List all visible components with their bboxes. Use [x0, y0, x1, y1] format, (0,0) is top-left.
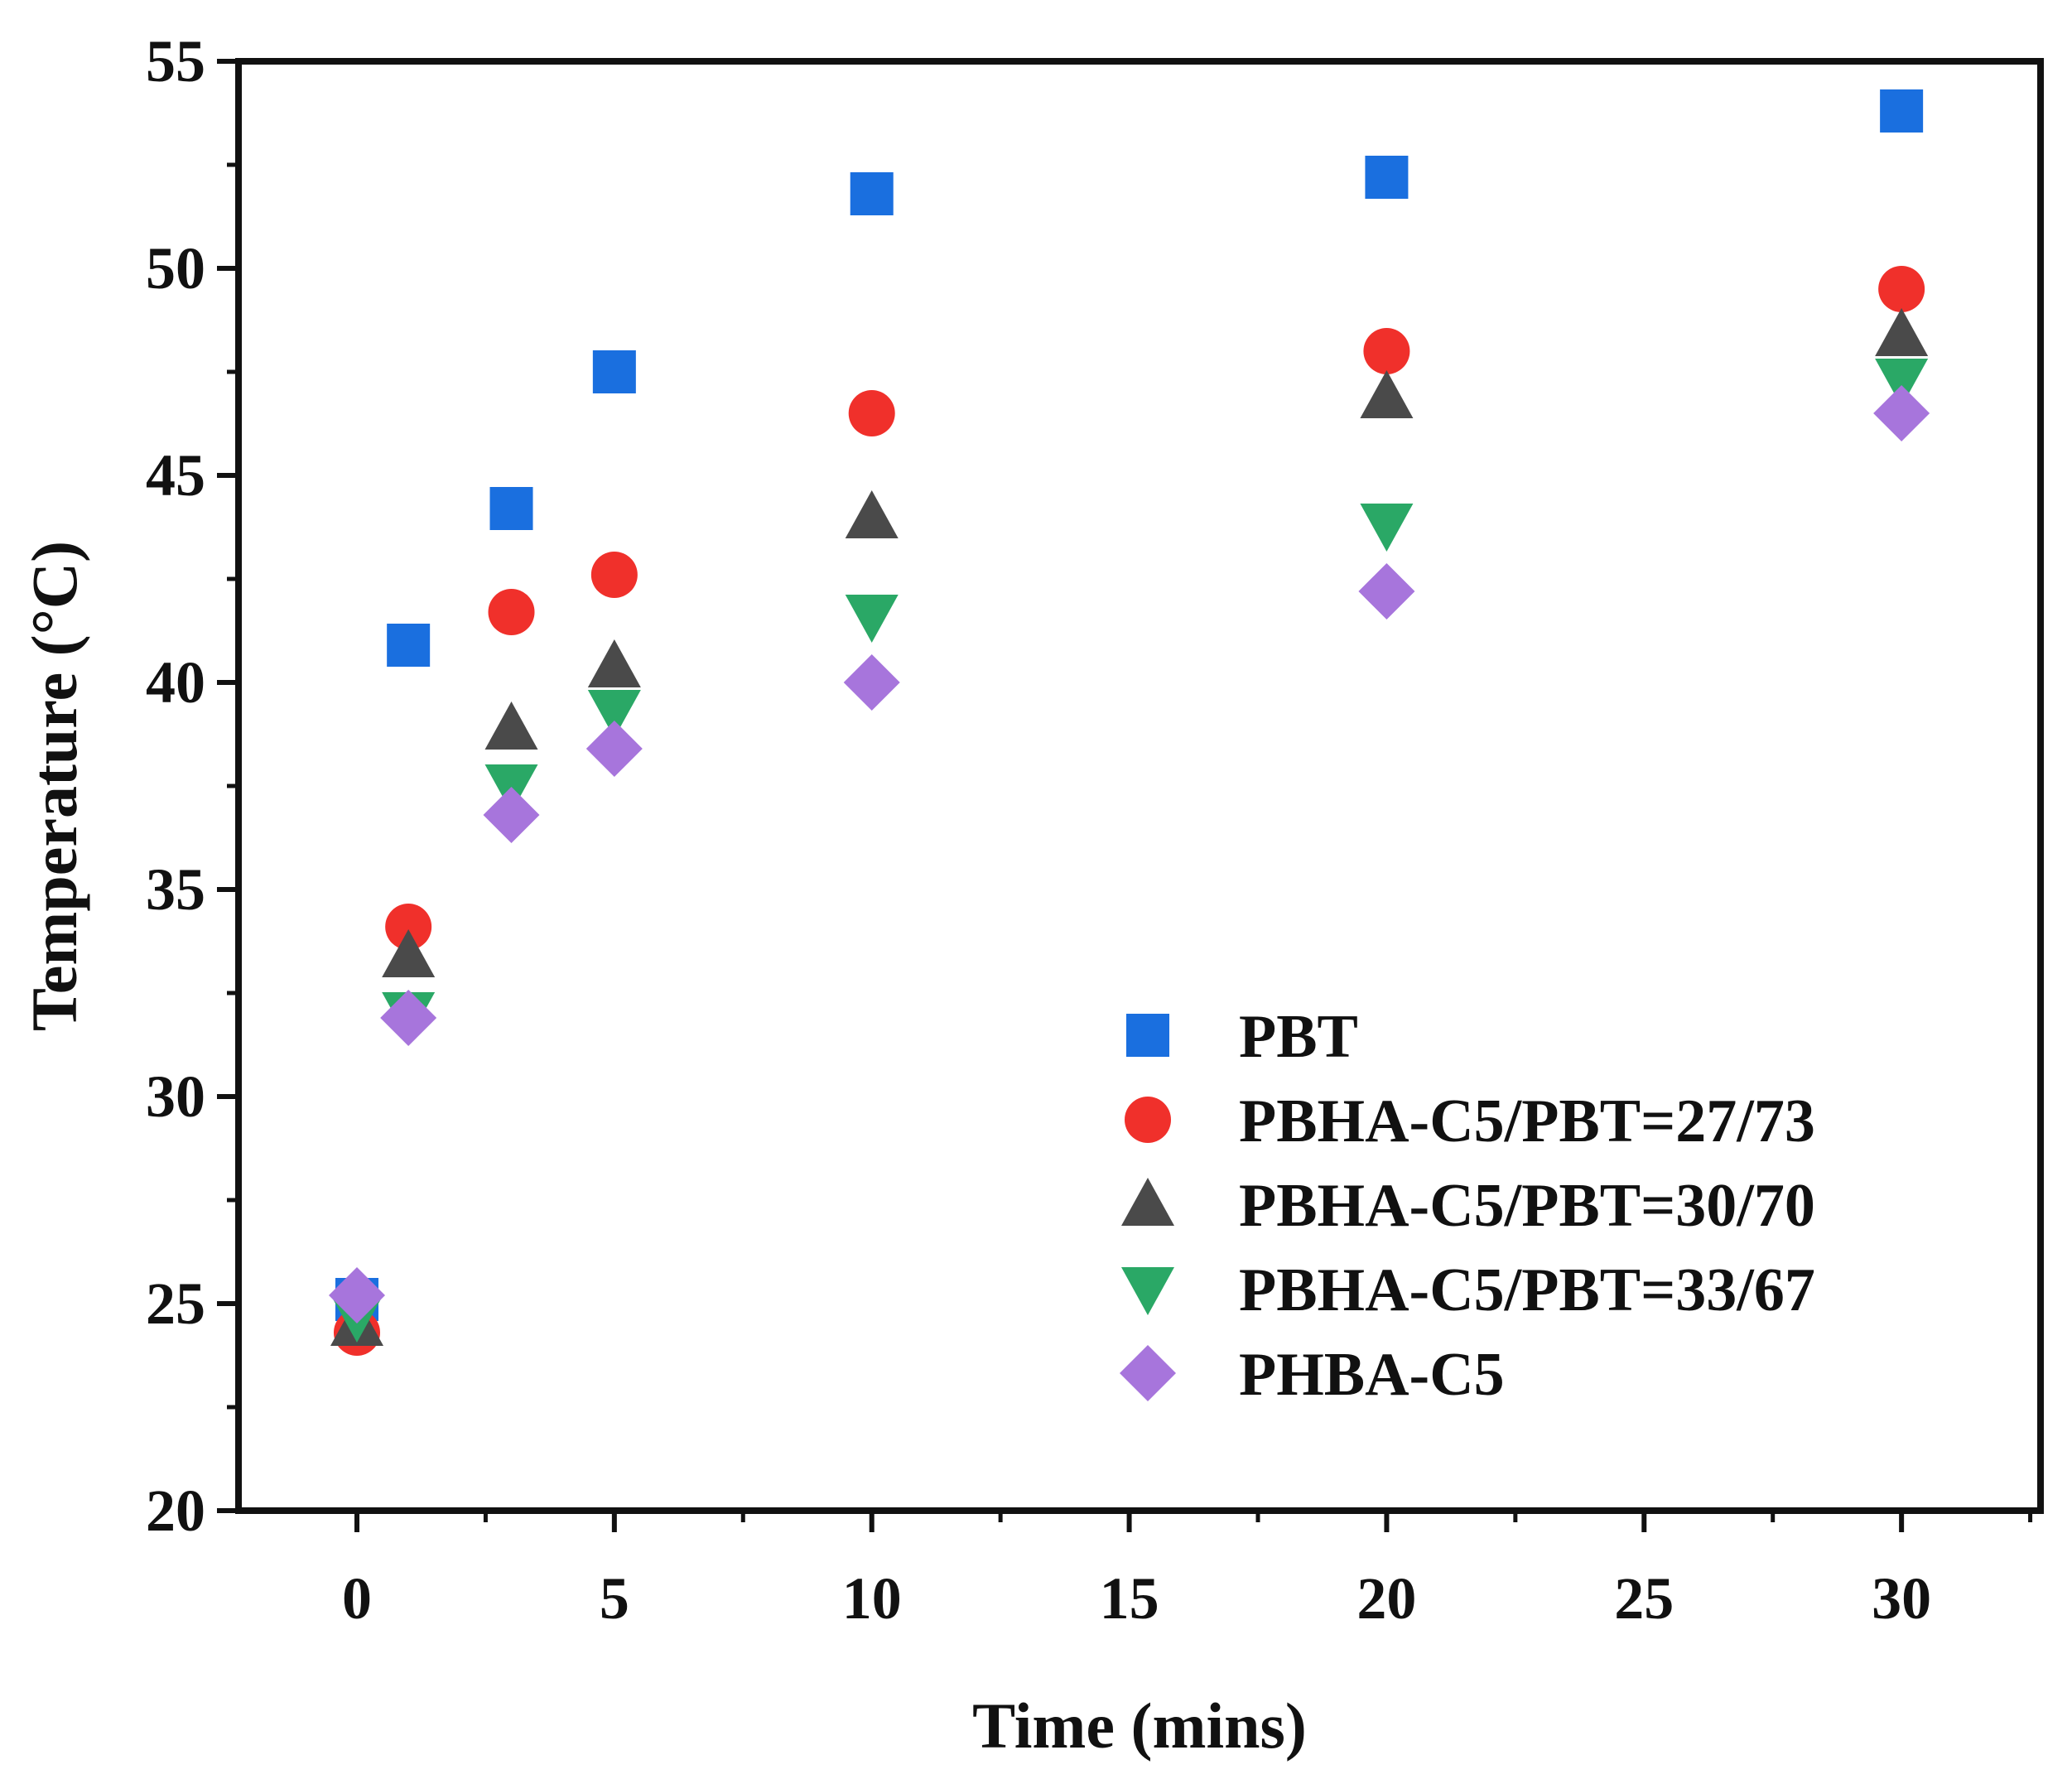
- y-tick-label: 45: [146, 442, 205, 509]
- legend: PBT PBHA-C5/PBT=27/73 PBHA-C5/PBT=30/70 PBH…: [1120, 1003, 1815, 1409]
- data-point: [848, 390, 895, 436]
- data-point: [1880, 89, 1924, 133]
- data-point: [387, 624, 431, 667]
- data-point: [1875, 308, 1929, 356]
- data-point: [380, 990, 437, 1046]
- legend-marker: [1126, 1014, 1169, 1057]
- data-point: [483, 787, 540, 843]
- y-tick-label: 55: [146, 28, 205, 94]
- data-point: [592, 350, 636, 393]
- x-tick-label: 30: [1872, 1565, 1931, 1632]
- data-point: [488, 589, 535, 635]
- data-point: [1365, 156, 1409, 199]
- y-tick-label: 35: [146, 856, 205, 923]
- data-points: [328, 89, 1930, 1356]
- x-tick-label: 25: [1614, 1565, 1674, 1632]
- y-tick-label: 20: [146, 1478, 205, 1544]
- data-point: [382, 929, 436, 977]
- x-tick-label: 0: [342, 1565, 372, 1632]
- data-point: [1875, 359, 1929, 407]
- data-point: [843, 654, 900, 711]
- legend-label: PBHA-C5/PBT=33/67: [1239, 1256, 1815, 1324]
- legend-label: PBHA-C5/PBT=27/73: [1239, 1087, 1815, 1155]
- x-tick-label: 20: [1356, 1565, 1416, 1632]
- axis-ticks: 0 5 10 15 20 25 30 20 25 30 35 40 45 50 55: [146, 28, 2033, 1632]
- x-tick-label: 5: [600, 1565, 629, 1632]
- legend-marker: [1120, 1345, 1176, 1401]
- legend-marker: [1121, 1267, 1174, 1315]
- x-tick-label: 10: [842, 1565, 902, 1632]
- data-point: [1873, 385, 1930, 441]
- data-point: [489, 487, 533, 530]
- data-point: [1878, 266, 1925, 312]
- legend-label: PBHA-C5/PBT=30/70: [1239, 1172, 1815, 1240]
- y-tick-label: 50: [146, 235, 205, 301]
- data-point: [587, 690, 641, 738]
- data-point: [587, 639, 641, 687]
- data-point: [484, 701, 538, 750]
- y-tick-label: 40: [146, 649, 205, 716]
- data-point: [1360, 504, 1414, 552]
- y-axis-label: Temperature (°C): [18, 541, 90, 1031]
- data-point: [845, 490, 899, 538]
- x-axis-label: Time (mins): [972, 1690, 1307, 1762]
- data-point: [1360, 370, 1414, 418]
- data-point: [385, 904, 432, 950]
- data-point: [590, 552, 638, 598]
- data-point: [1363, 328, 1410, 374]
- y-tick-label: 30: [146, 1063, 205, 1130]
- data-point: [585, 721, 643, 777]
- data-point: [850, 172, 894, 215]
- x-tick-label: 15: [1100, 1565, 1159, 1632]
- legend-marker: [1121, 1178, 1174, 1226]
- y-tick-label: 25: [146, 1270, 205, 1337]
- series-4: [328, 385, 1930, 1323]
- data-point: [845, 595, 899, 643]
- legend-marker: [1125, 1097, 1171, 1143]
- legend-label: PHBA-C5: [1239, 1341, 1505, 1409]
- data-point: [1358, 563, 1415, 620]
- data-point: [328, 1267, 385, 1323]
- legend-label: PBT: [1239, 1003, 1358, 1071]
